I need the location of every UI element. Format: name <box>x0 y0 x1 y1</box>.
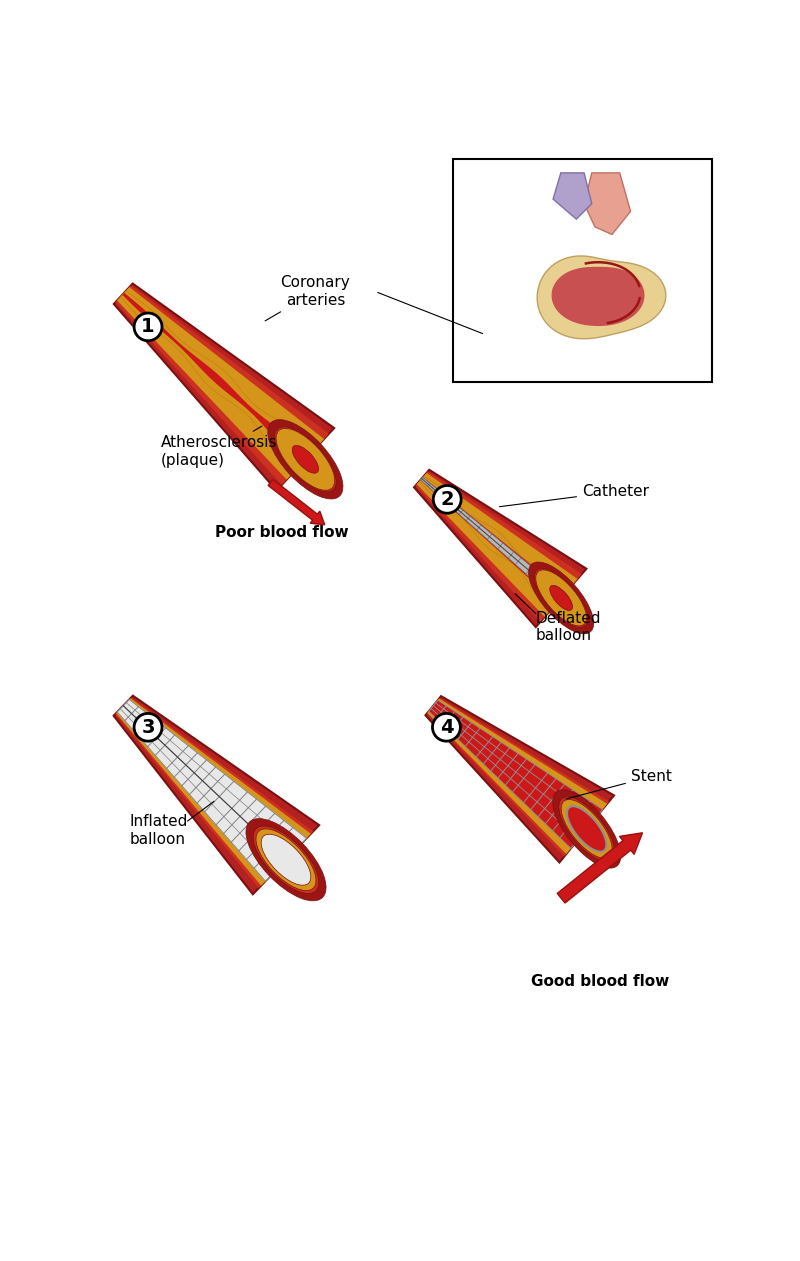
Polygon shape <box>419 477 568 607</box>
Ellipse shape <box>534 569 588 628</box>
Text: 4: 4 <box>440 718 454 736</box>
Ellipse shape <box>553 789 621 868</box>
Ellipse shape <box>261 835 311 885</box>
Text: 2: 2 <box>440 489 454 509</box>
Polygon shape <box>114 696 319 894</box>
Ellipse shape <box>292 445 318 473</box>
Polygon shape <box>121 291 314 468</box>
Polygon shape <box>417 473 578 617</box>
Polygon shape <box>553 173 592 219</box>
FancyArrow shape <box>268 479 325 525</box>
Polygon shape <box>115 697 313 888</box>
Polygon shape <box>122 293 308 463</box>
Ellipse shape <box>276 429 334 491</box>
Ellipse shape <box>536 570 586 625</box>
Polygon shape <box>429 700 602 849</box>
Polygon shape <box>117 288 324 479</box>
Ellipse shape <box>550 585 573 610</box>
Text: Coronary
arteries: Coronary arteries <box>265 275 350 320</box>
Polygon shape <box>427 697 609 856</box>
Polygon shape <box>427 699 607 854</box>
Polygon shape <box>584 173 630 235</box>
Circle shape <box>434 485 461 513</box>
Text: 1: 1 <box>142 318 155 337</box>
Ellipse shape <box>567 806 606 851</box>
Polygon shape <box>426 696 614 863</box>
Ellipse shape <box>558 797 614 861</box>
Ellipse shape <box>561 799 612 859</box>
Text: Poor blood flow: Poor blood flow <box>215 525 349 540</box>
Text: Atherosclerosis
(plaque): Atherosclerosis (plaque) <box>161 426 277 468</box>
Polygon shape <box>415 472 582 622</box>
Text: Inflated
balloon: Inflated balloon <box>130 815 188 846</box>
Bar <box>453 159 712 382</box>
Polygon shape <box>115 285 329 485</box>
FancyArrow shape <box>558 832 642 903</box>
Circle shape <box>433 714 460 741</box>
Ellipse shape <box>268 420 343 499</box>
Polygon shape <box>414 470 586 627</box>
Polygon shape <box>421 478 565 601</box>
Polygon shape <box>118 700 306 881</box>
Ellipse shape <box>256 828 316 890</box>
Ellipse shape <box>246 818 326 900</box>
Text: Deflated
balloon: Deflated balloon <box>535 612 601 643</box>
Circle shape <box>134 313 162 340</box>
Ellipse shape <box>274 426 336 492</box>
Ellipse shape <box>253 826 319 894</box>
Ellipse shape <box>529 562 594 634</box>
Polygon shape <box>116 699 311 885</box>
Polygon shape <box>551 267 645 327</box>
Polygon shape <box>420 477 566 603</box>
Text: 3: 3 <box>142 718 155 736</box>
Polygon shape <box>537 256 666 339</box>
Text: Catheter: Catheter <box>499 484 649 507</box>
Text: Stent: Stent <box>566 769 672 799</box>
Text: Good blood flow: Good blood flow <box>530 973 669 989</box>
Polygon shape <box>114 284 334 491</box>
Circle shape <box>134 714 162 741</box>
